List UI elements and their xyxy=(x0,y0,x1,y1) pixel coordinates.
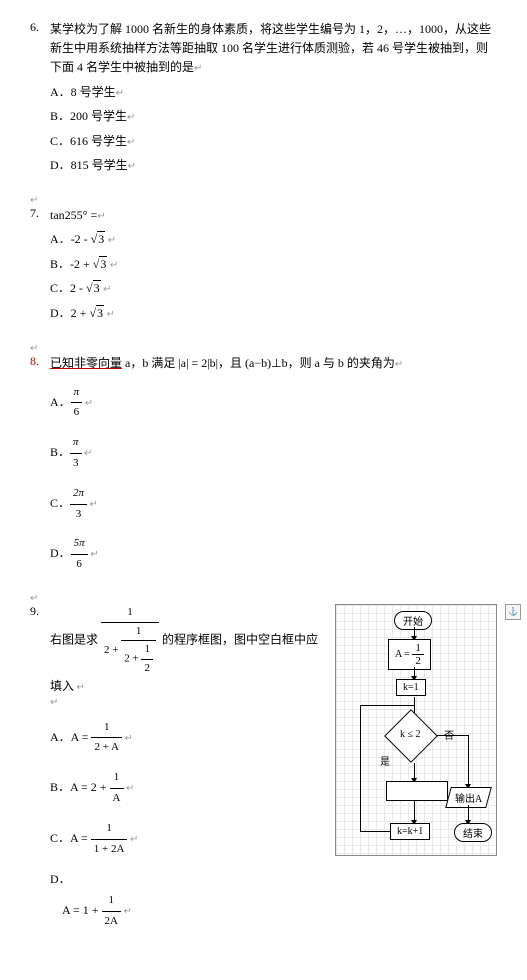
fc-end: 结束 xyxy=(454,823,492,842)
q8-option-b: B．π3 ↵ xyxy=(50,433,497,474)
flowchart: 开始 A = 12 k=1 k ≤ 2 是 否 xyxy=(335,604,497,856)
q7-option-b: B．-2 + 3 ↵ xyxy=(50,254,497,276)
q8-option-a: A．π6 ↵ xyxy=(50,383,497,424)
q6-option-a: A．8 号学生↵ xyxy=(50,82,497,104)
q9-option-c: C．A = 11 + 2A ↵ xyxy=(50,819,325,860)
q6-number: 6. xyxy=(30,20,50,35)
q9-option-d: D． A = 1 + 12A ↵ xyxy=(50,869,325,931)
q9-continued-fraction: 1 2 + 1 2 + 1 2 xyxy=(101,604,159,677)
question-6: 6. 某学校为了解 1000 名新生的身体素质，将这些学生编号为 1，2，…，1… xyxy=(30,20,497,177)
q6-text: 某学校为了解 1000 名新生的身体素质，将这些学生编号为 1，2，…，1000… xyxy=(50,22,491,74)
q7-option-a: A．-2 - 3 ↵ xyxy=(50,229,497,251)
q9-number: 9. xyxy=(30,604,50,619)
q7-number: 7. xyxy=(30,206,50,221)
q7-stem: tan255° =↵ xyxy=(50,206,497,225)
fc-increment: k=k+1 xyxy=(390,823,430,840)
q6-options: A．8 号学生↵ B．200 号学生↵ C．616 号学生↵ D．815 号学生… xyxy=(50,82,497,177)
q7-option-c: C．2 - 3 ↵ xyxy=(50,278,497,300)
q9-options: A．A = 12 + A ↵ B．A = 2 + 1A ↵ C．A = 11 +… xyxy=(50,718,325,932)
q9-option-b: B．A = 2 + 1A ↵ xyxy=(50,768,325,809)
q9-option-a: A．A = 12 + A ↵ xyxy=(50,718,325,759)
q6-stem: 某学校为了解 1000 名新生的身体素质，将这些学生编号为 1，2，…，1000… xyxy=(50,20,497,78)
fc-yes-label: 是 xyxy=(380,753,390,768)
question-7: 7. tan255° =↵ A．-2 - 3 ↵ B．-2 + 3 ↵ C．2 … xyxy=(30,206,497,325)
q6-option-c: C．616 号学生↵ xyxy=(50,131,497,153)
fc-init: A = 12 xyxy=(388,639,431,670)
fc-no-label: 否 xyxy=(444,727,454,742)
q8-stem: 已知非零向量 a，b 满足 |a| = 2|b|，且 (a−b)⊥b，则 a 与… xyxy=(50,354,497,373)
fc-k1: k=1 xyxy=(396,679,426,696)
fc-start: 开始 xyxy=(394,611,432,630)
q8-options: A．π6 ↵ B．π3 ↵ C．2π3 ↵ D．5π6 ↵ xyxy=(50,383,497,575)
q6-option-d: D．815 号学生↵ xyxy=(50,155,497,177)
q6-option-b: B．200 号学生↵ xyxy=(50,106,497,128)
question-9: 9. 右图是求 1 2 + 1 2 + 1 xyxy=(30,604,497,942)
q7-option-d: D．2 + 3 ↵ xyxy=(50,303,497,325)
q8-option-d: D．5π6 ↵ xyxy=(50,534,497,575)
question-8: 8. 已知非零向量 a，b 满足 |a| = 2|b|，且 (a−b)⊥b，则 … xyxy=(30,354,497,576)
anchor-icon[interactable]: ⚓ xyxy=(505,604,521,620)
fc-blank-box xyxy=(386,781,448,801)
q9-stem: 右图是求 1 2 + 1 2 + 1 2 xyxy=(50,604,325,697)
q7-options: A．-2 - 3 ↵ B．-2 + 3 ↵ C．2 - 3 ↵ D．2 + 3 … xyxy=(50,229,497,324)
fc-decision-label: k ≤ 2 xyxy=(400,729,421,740)
q8-number: 8. xyxy=(30,354,50,369)
q8-option-c: C．2π3 ↵ xyxy=(50,484,497,525)
